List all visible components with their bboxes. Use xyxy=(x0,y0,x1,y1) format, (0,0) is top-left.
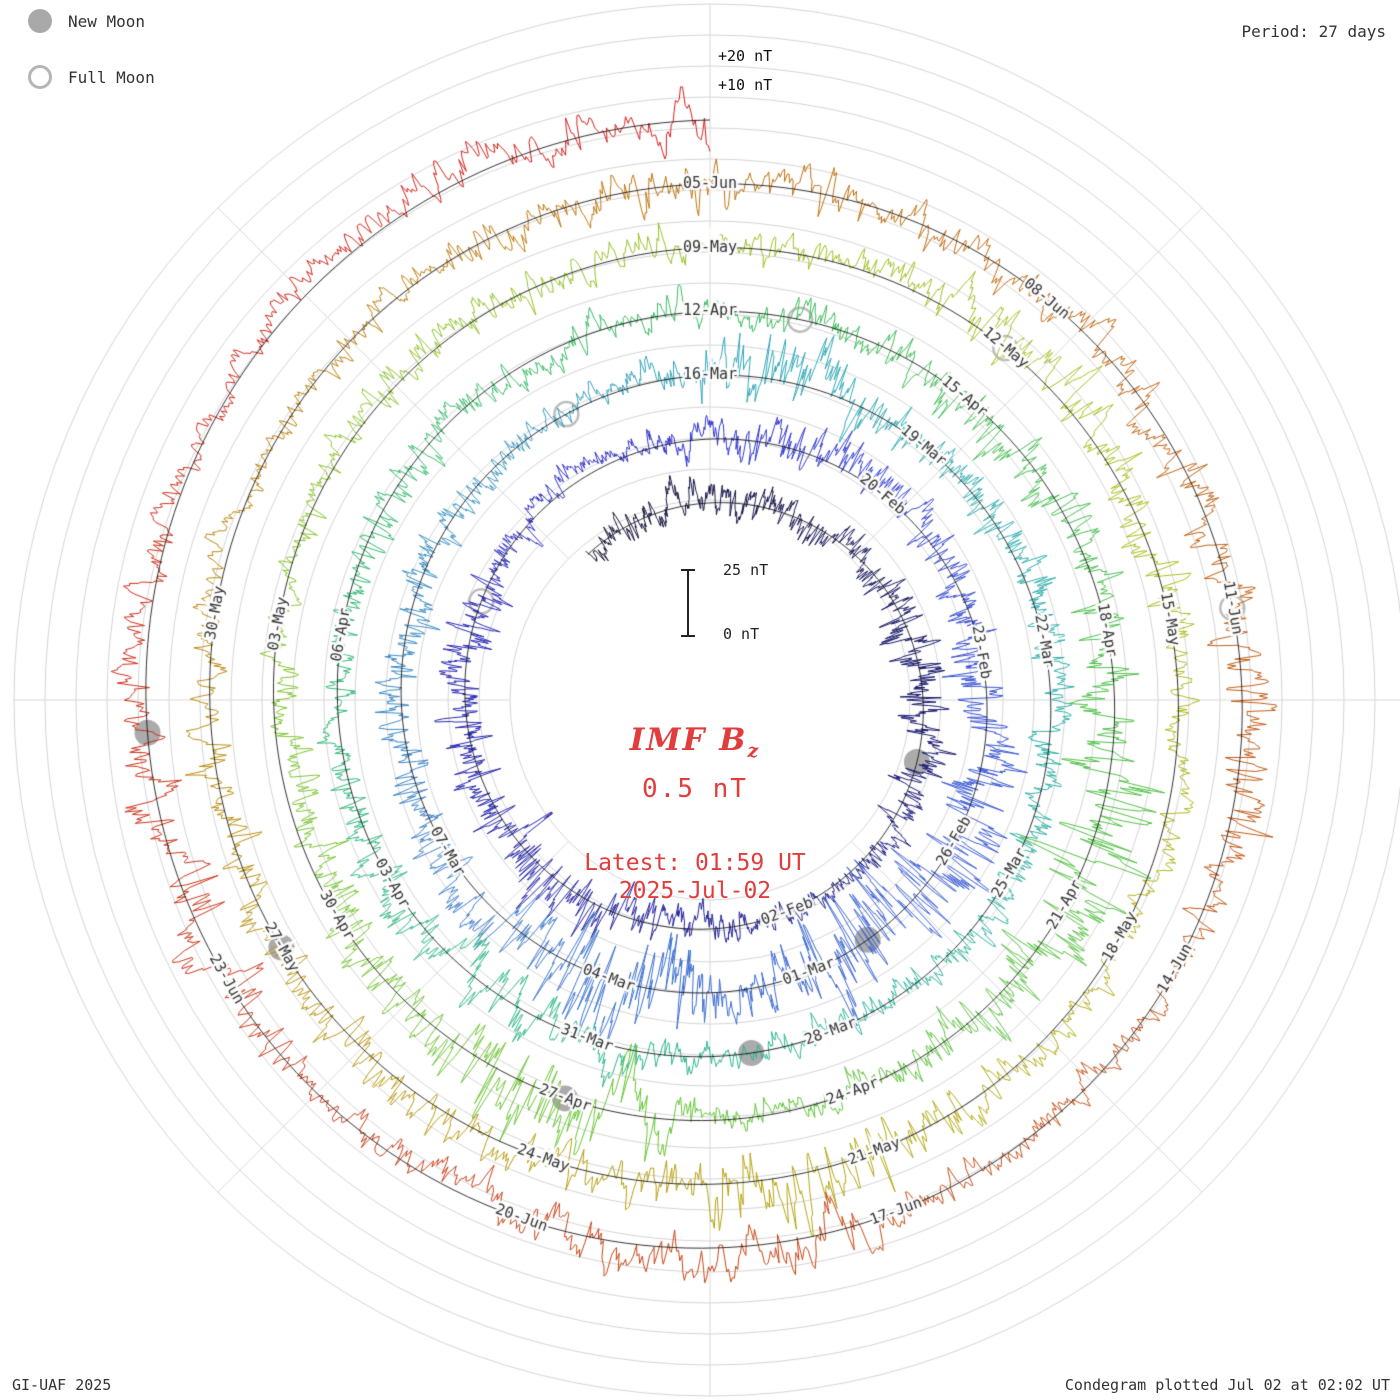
scale-bar-top-cap xyxy=(681,569,695,571)
chart-title: IMF Bz xyxy=(395,722,995,762)
full-moon-icon xyxy=(28,65,52,89)
scale-bar-stem xyxy=(687,571,689,635)
scale-bar: 25 nT 0 nT xyxy=(681,561,768,643)
outer-gridline-label-plus20: +20 nT xyxy=(718,47,773,65)
new-moon-label: New Moon xyxy=(68,11,146,31)
full-moon-label: Full Moon xyxy=(68,67,155,87)
center-annotation: IMF Bz 0.5 nT Latest: 01:59 UT 2025-Jul-… xyxy=(395,722,995,904)
outer-gridline-label-plus10: +10 nT xyxy=(718,76,773,94)
credit-gi-uaf: GI-UAF 2025 xyxy=(12,1376,112,1394)
chart-title-subscript: z xyxy=(747,740,761,763)
latest-date: 2025-Jul-02 xyxy=(618,878,772,905)
latest-time: Latest: 01:59 UT xyxy=(584,850,806,877)
scale-bar-bottom-cap xyxy=(681,635,695,637)
scale-bar-bottom-label: 0 nT xyxy=(723,625,760,643)
chart-title-main: IMF B xyxy=(629,722,748,758)
latest-value: 0.5 nT xyxy=(642,774,748,805)
legend-new-moon: New Moon xyxy=(28,8,155,34)
period-label: Period: 27 days xyxy=(1241,22,1387,41)
moon-legend: New Moon Full Moon xyxy=(28,8,155,120)
new-moon-icon xyxy=(28,9,52,33)
legend-full-moon: Full Moon xyxy=(28,64,155,90)
scale-bar-top-label: 25 nT xyxy=(723,561,769,579)
plotted-timestamp: Condegram plotted Jul 02 at 02:02 UT xyxy=(1064,1376,1390,1394)
